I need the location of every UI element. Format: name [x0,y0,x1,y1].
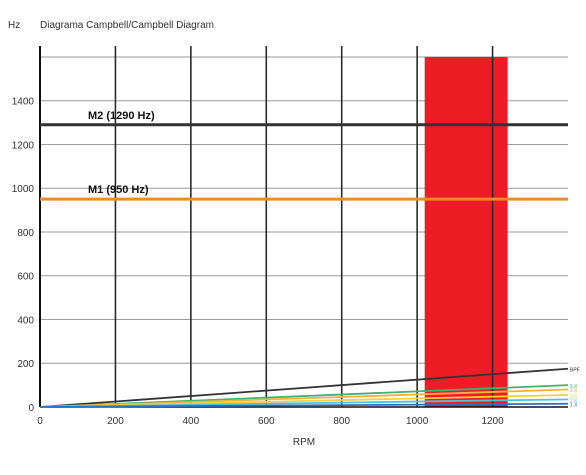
x-tick-label-6: 1200 [481,416,504,427]
x-tick-label-4: 800 [333,416,350,427]
y-unit-label: Hz [8,20,21,31]
y-tick-label-0: 0 [28,403,34,414]
series-label-2: 4 X [570,388,578,394]
x-tick-label-3: 600 [258,416,275,427]
series-label-0: BPF [570,368,580,374]
y-tick-label-6: 1200 [12,140,35,151]
mode-line-label-1: M2 (1290 Hz) [88,110,155,122]
x-tick-label-1: 200 [107,416,124,427]
x-axis-label: RPM [293,437,315,448]
x-tick-label-5: 1000 [406,416,429,427]
y-tick-label-3: 600 [17,272,34,283]
y-tick-label-1: 200 [17,359,34,370]
chart-title: Diagrama Campbell/Campbell Diagram [40,20,214,31]
x-tick-label-0: 0 [37,416,43,427]
y-tick-label-5: 1000 [12,184,35,195]
series-line-0 [39,367,569,408]
y-tick-label-4: 800 [17,228,34,239]
y-tick-label-2: 400 [17,315,34,326]
operating-range-band [424,56,508,407]
series-label-4: 2 X [570,398,578,404]
series-line-5 [39,402,569,408]
series-label-1: 5 X [570,384,578,390]
mode-line-label-2: M1 (950 Hz) [88,184,149,196]
x-tick-label-2: 400 [183,416,200,427]
series-label-3: 3 X [570,394,578,400]
series-label-5: 1 X [570,403,578,409]
y-tick-label-7: 1400 [12,97,35,108]
series-line-2 [39,388,569,408]
